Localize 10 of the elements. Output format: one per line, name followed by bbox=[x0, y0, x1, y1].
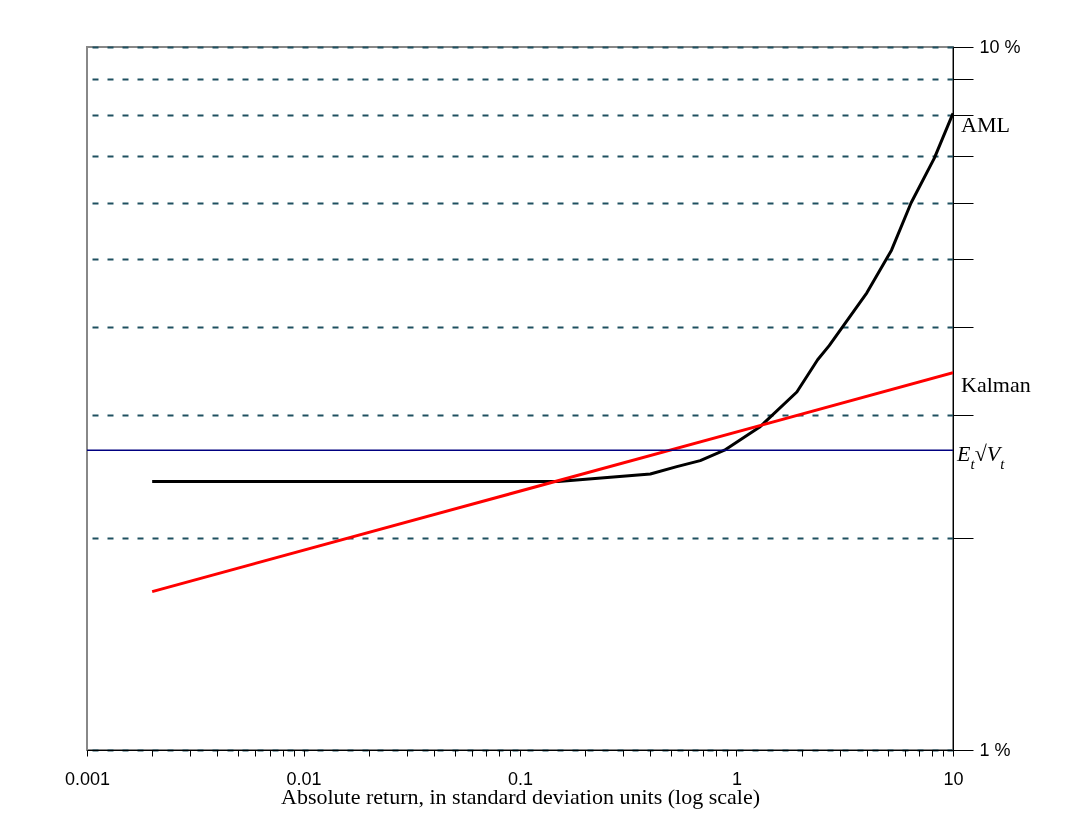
series-label: Kalman bbox=[961, 371, 1031, 397]
x-tick-label: 0.01 bbox=[286, 768, 322, 789]
x-tick-label: 1 bbox=[731, 768, 743, 789]
ref-line-label: E$_{t}$√V$_{t}$ bbox=[956, 441, 1006, 473]
y-tick-label: 10 % bbox=[979, 36, 1021, 57]
x-tick-label: 0.001 bbox=[64, 768, 111, 789]
x-tick-label: 10 bbox=[943, 768, 964, 789]
x-tick-label: 0.1 bbox=[507, 768, 534, 789]
legend-label: AML bbox=[961, 112, 1010, 138]
y-tick-label: 1 % bbox=[979, 739, 1011, 760]
